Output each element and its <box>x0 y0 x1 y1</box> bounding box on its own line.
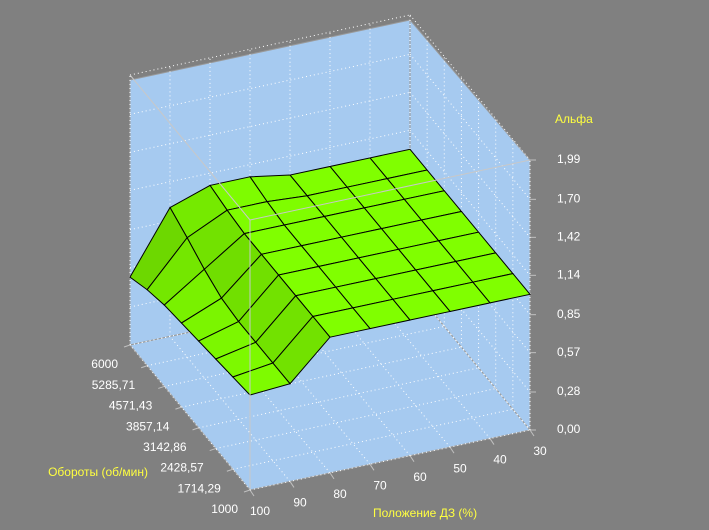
tick-mark <box>226 468 234 472</box>
y-tick-label: 1714,29 <box>177 481 221 495</box>
tick-mark <box>158 385 165 389</box>
x-tick-label: 70 <box>373 478 387 492</box>
grid-line <box>169 336 291 482</box>
tick-mark <box>369 464 375 471</box>
y-tick-label: 3857,14 <box>126 419 170 433</box>
y-tick-label: 4571,43 <box>109 399 153 413</box>
x-axis-title: Положение ДЗ (%) <box>373 506 477 520</box>
x-tick-label: 90 <box>293 496 307 510</box>
tick-mark <box>489 438 495 445</box>
x-tick-label: 100 <box>250 504 270 518</box>
x-tick-label: 60 <box>413 470 427 484</box>
tick-mark <box>329 472 335 480</box>
grid-line <box>129 344 251 491</box>
x-tick-label: 50 <box>453 461 467 475</box>
z-tick-label: 0,57 <box>557 345 581 359</box>
tick-mark <box>409 455 415 462</box>
y-tick-label: 2428,57 <box>160 461 204 475</box>
tick-mark <box>209 448 216 452</box>
z-tick-label: 1,99 <box>557 152 581 166</box>
z-tick-label: 1,42 <box>557 230 581 244</box>
box-edge <box>129 74 251 221</box>
grid-line <box>409 130 531 276</box>
z-tick-label: 0,00 <box>557 422 581 436</box>
tick-mark <box>529 429 535 437</box>
z-tick-label: 1,70 <box>557 192 581 206</box>
tick-mark <box>192 427 199 431</box>
tick-mark <box>175 406 182 410</box>
z-axis-title: Альфа <box>555 112 593 126</box>
grid-line <box>409 284 531 431</box>
z-tick-label: 0,85 <box>557 307 581 321</box>
tick-mark <box>289 481 295 488</box>
grid-line <box>409 207 531 353</box>
grid-line <box>409 246 531 393</box>
tick-mark <box>123 344 131 348</box>
y-axis-title: Обороты (об/мин) <box>48 465 148 479</box>
y-tick-label: 1000 <box>211 502 238 516</box>
x-tick-label: 30 <box>533 444 547 458</box>
x-tick-label: 40 <box>493 453 507 467</box>
tick-mark <box>449 446 455 454</box>
box-edge <box>249 159 531 221</box>
tick-mark <box>243 489 251 493</box>
surface-cell <box>231 362 291 396</box>
z-tick-label: 1,14 <box>557 267 581 281</box>
z-tick-label: 0,28 <box>557 384 581 398</box>
grid-line <box>409 14 531 161</box>
grid-line <box>409 92 531 238</box>
grid-line <box>409 54 531 200</box>
y-tick-label: 5285,71 <box>92 378 136 392</box>
x-tick-label: 80 <box>333 487 347 501</box>
y-tick-label: 3142,86 <box>143 440 187 454</box>
tick-mark <box>140 365 148 369</box>
y-tick-label: 6000 <box>91 357 118 371</box>
tick-mark <box>249 489 255 497</box>
